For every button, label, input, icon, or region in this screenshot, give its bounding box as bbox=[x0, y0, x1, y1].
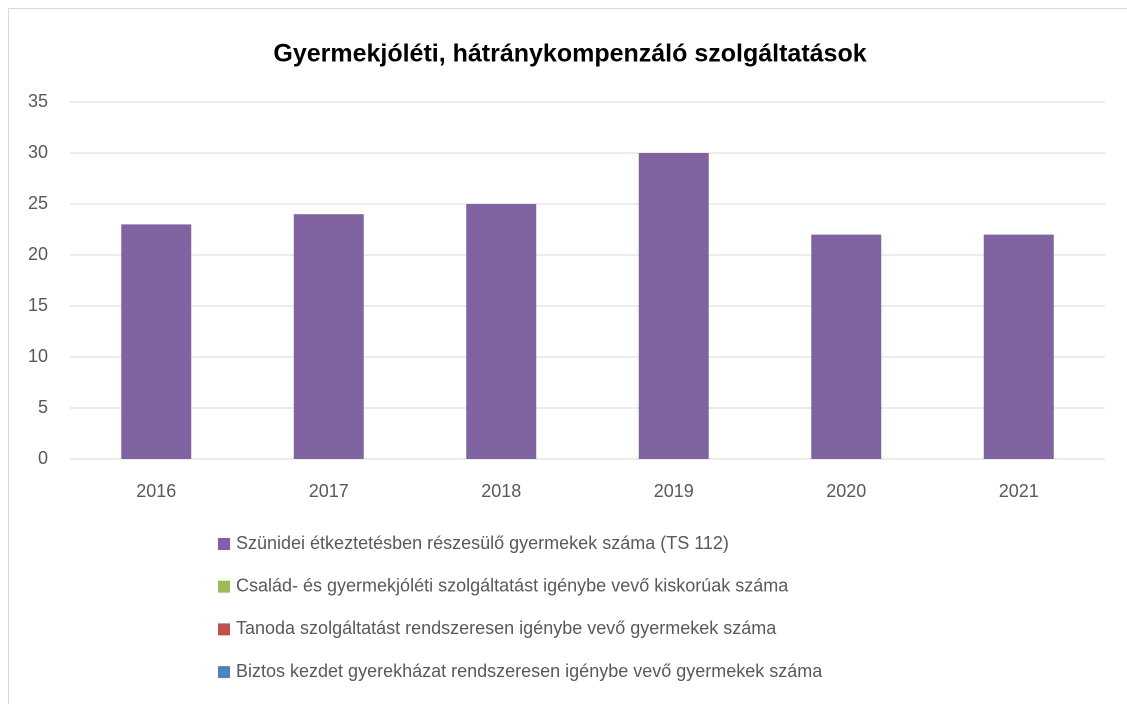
legend-swatch bbox=[218, 580, 230, 593]
y-tick-label: 15 bbox=[28, 295, 48, 315]
x-tick-label: 2016 bbox=[136, 481, 176, 501]
bar bbox=[293, 214, 364, 459]
x-tick-label: 2019 bbox=[654, 481, 694, 501]
y-tick-label: 25 bbox=[28, 193, 48, 213]
legend-label: Szünidei étkeztetésben részesülő gyermek… bbox=[236, 533, 729, 553]
legend-swatch bbox=[218, 538, 230, 550]
legend-label: Tanoda szolgáltatást rendszeresen igényb… bbox=[236, 618, 777, 638]
bar bbox=[983, 234, 1054, 459]
chart-title: Gyermekjóléti, hátránykompenzáló szolgál… bbox=[273, 40, 866, 68]
bar bbox=[466, 204, 537, 459]
x-tick-label: 2018 bbox=[481, 481, 521, 501]
y-tick-label: 10 bbox=[28, 346, 48, 366]
x-tick-label: 2017 bbox=[309, 481, 349, 501]
chart-border bbox=[8, 8, 1127, 704]
legend-label: Család- és gyermekjóléti szolgáltatást i… bbox=[236, 575, 789, 595]
bar bbox=[638, 153, 709, 459]
bar bbox=[121, 224, 192, 459]
y-tick-label: 30 bbox=[28, 142, 48, 162]
y-tick-label: 5 bbox=[38, 397, 48, 417]
bar bbox=[811, 234, 882, 459]
legend-label: Biztos kezdet gyerekházat rendszeresen i… bbox=[236, 661, 823, 681]
x-tick-label: 2020 bbox=[826, 481, 866, 501]
y-tick-label: 35 bbox=[28, 91, 48, 111]
y-tick-label: 20 bbox=[28, 244, 48, 264]
x-tick-label: 2021 bbox=[999, 481, 1039, 501]
legend-swatch bbox=[218, 666, 230, 679]
legend-swatch bbox=[218, 623, 230, 636]
y-tick-label: 0 bbox=[38, 448, 48, 468]
